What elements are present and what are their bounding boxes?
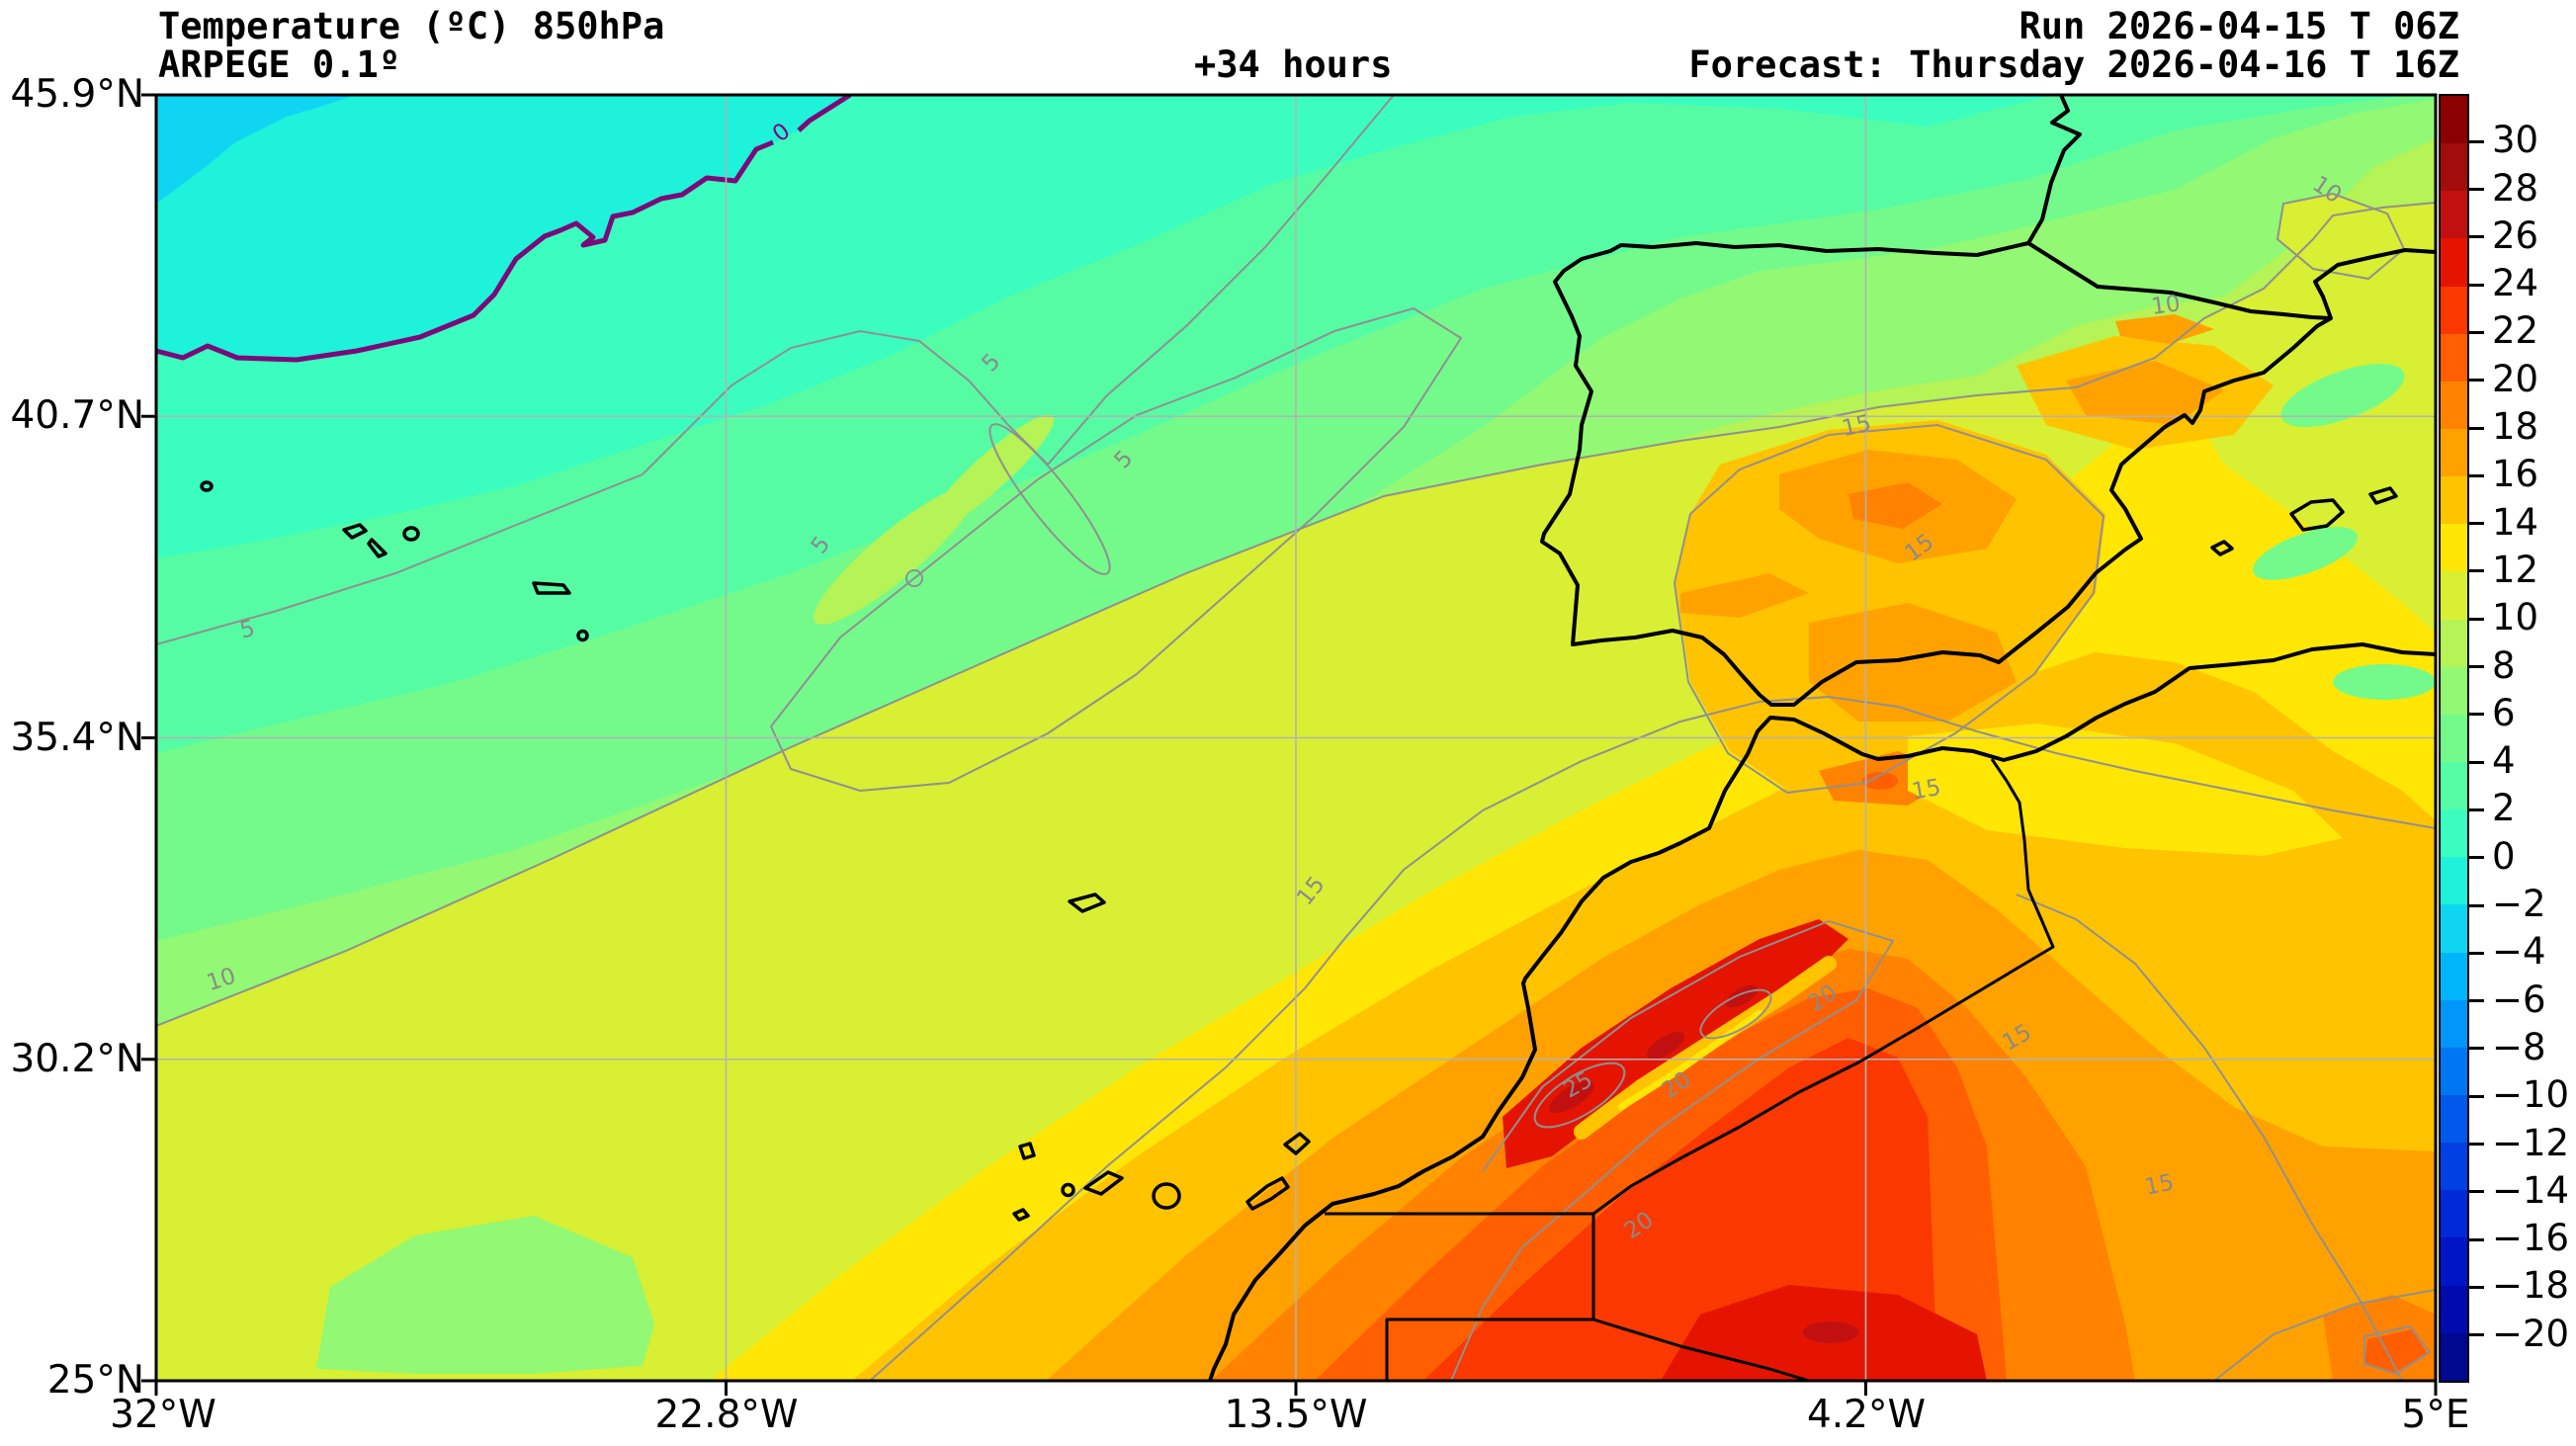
colorbar-tick [2469, 1143, 2484, 1146]
colorbar-tick-label: 30 [2492, 121, 2538, 160]
colorbar-segment [2441, 96, 2467, 143]
colorbar-segment [2441, 143, 2467, 191]
colorbar-tick-label: 22 [2492, 311, 2538, 351]
colorbar-tick [2469, 522, 2484, 525]
colorbar-segment [2441, 334, 2467, 382]
colorbar-tick [2469, 284, 2484, 287]
colorbar-tick-label: −18 [2492, 1266, 2569, 1306]
colorbar-tick-label: 10 [2492, 598, 2538, 638]
colorbar-tick [2469, 952, 2484, 955]
colorbar-tick [2469, 140, 2484, 143]
contour-label-10: 10 [2150, 291, 2183, 320]
colorbar-tick-label: 8 [2492, 646, 2516, 686]
colorbar-tick-label: 28 [2492, 169, 2538, 209]
colorbar-tick-label: 18 [2492, 407, 2538, 447]
colorbar-segment [2441, 762, 2467, 809]
colorbar-segment [2441, 904, 2467, 952]
colorbar-tick-label: 12 [2492, 551, 2538, 590]
colorbar-segment [2441, 667, 2467, 715]
colorbar-tick-label: 20 [2492, 360, 2538, 399]
colorbar-tick [2469, 999, 2484, 1002]
colorbar-segment [2441, 571, 2467, 619]
colorbar-tick-label: −8 [2492, 1028, 2546, 1067]
colorbar-segment [2441, 1286, 2467, 1333]
colorbar-tick [2469, 1190, 2484, 1193]
colorbar-tick [2469, 1047, 2484, 1050]
colorbar-tick [2469, 1238, 2484, 1241]
colorbar-tick-label: −4 [2492, 932, 2546, 972]
colorbar-tick-label: 24 [2492, 264, 2538, 303]
colorbar-tick [2469, 1333, 2484, 1336]
colorbar-tick [2469, 618, 2484, 621]
colorbar-tick [2469, 808, 2484, 811]
colorbar-segment [2441, 287, 2467, 334]
colorbar-tick-label: 4 [2492, 741, 2516, 781]
colorbar-segment [2441, 620, 2467, 667]
weather-chart: Temperature (ºC) 850hPa ARPEGE 0.1º +34 … [0, 0, 2576, 1446]
colorbar-tick [2469, 904, 2484, 907]
contour-label-15: 15 [1910, 775, 1942, 806]
colorbar-segment [2441, 857, 2467, 904]
colorbar-segment [2441, 524, 2467, 571]
colorbar [2439, 94, 2469, 1383]
colorbar-segment [2441, 1048, 2467, 1095]
colorbar-tick-label: 2 [2492, 789, 2516, 828]
colorbar-tick-label: 16 [2492, 455, 2538, 494]
colorbar-tick [2469, 569, 2484, 572]
colorbar-segment [2441, 476, 2467, 524]
colorbar-segment [2441, 429, 2467, 476]
colorbar-segment [2441, 809, 2467, 857]
colorbar-tick-label: −10 [2492, 1075, 2569, 1115]
colorbar-tick [2469, 856, 2484, 859]
colorbar-segment [2441, 382, 2467, 429]
colorbar-segment [2441, 1333, 2467, 1381]
colorbar-tick-label: 26 [2492, 216, 2538, 256]
colorbar-tick [2469, 188, 2484, 191]
colorbar-tick [2469, 379, 2484, 382]
colorbar-tick-label: −14 [2492, 1171, 2569, 1211]
map-canvas: 0555510101015151515151520202025 [0, 0, 2576, 1446]
colorbar-segment [2441, 1190, 2467, 1237]
colorbar-segment [2441, 715, 2467, 762]
colorbar-segment [2441, 238, 2467, 286]
colorbar-tick [2469, 713, 2484, 716]
colorbar-tick-label: 0 [2492, 837, 2516, 877]
colorbar-segment [2441, 1237, 2467, 1285]
colorbar-tick [2469, 235, 2484, 238]
colorbar-tick-label: 14 [2492, 503, 2538, 543]
colorbar-segment [2441, 953, 2467, 1000]
colorbar-tick [2469, 1095, 2484, 1098]
colorbar-tick-label: −12 [2492, 1124, 2569, 1163]
colorbar-tick-label: 6 [2492, 694, 2516, 733]
colorbar-tick-label: −16 [2492, 1219, 2569, 1258]
colorbar-tick [2469, 474, 2484, 477]
colorbar-segment [2441, 191, 2467, 238]
colorbar-segment [2441, 1000, 2467, 1048]
colorbar-tick [2469, 331, 2484, 334]
colorbar-tick [2469, 665, 2484, 668]
colorbar-tick-label: −6 [2492, 980, 2546, 1020]
colorbar-tick [2469, 761, 2484, 764]
colorbar-segment [2441, 1095, 2467, 1143]
colorbar-tick-label: −2 [2492, 885, 2546, 924]
colorbar-tick [2469, 427, 2484, 430]
colorbar-tick [2469, 1286, 2484, 1289]
colorbar-segment [2441, 1143, 2467, 1190]
colorbar-tick-label: −20 [2492, 1315, 2569, 1354]
